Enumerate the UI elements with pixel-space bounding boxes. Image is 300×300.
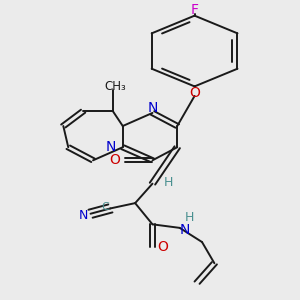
Text: O: O xyxy=(109,153,120,167)
Text: H: H xyxy=(185,212,194,224)
Text: N: N xyxy=(105,140,116,154)
Text: O: O xyxy=(189,86,200,100)
Text: C: C xyxy=(101,202,109,212)
Text: N: N xyxy=(179,223,190,237)
Text: N: N xyxy=(78,209,88,222)
Text: CH₃: CH₃ xyxy=(104,80,126,93)
Text: F: F xyxy=(190,3,199,17)
Text: H: H xyxy=(164,176,173,189)
Text: N: N xyxy=(147,101,158,115)
Text: O: O xyxy=(157,240,168,254)
